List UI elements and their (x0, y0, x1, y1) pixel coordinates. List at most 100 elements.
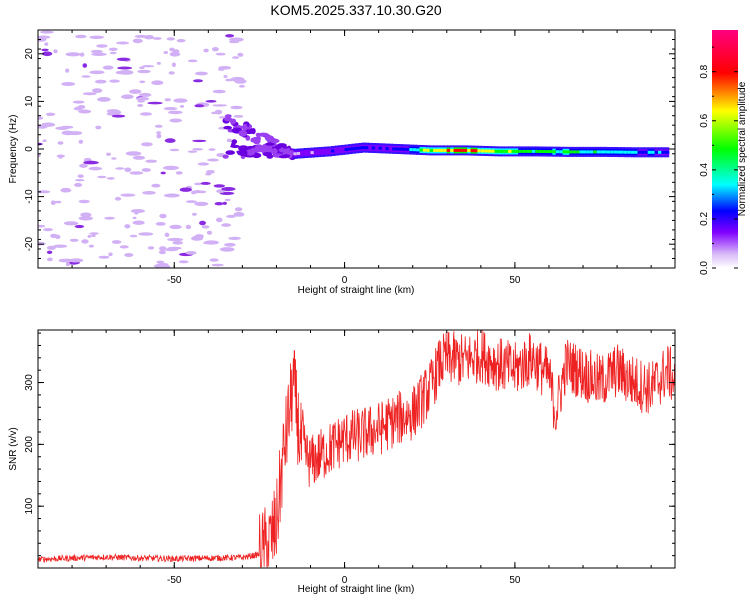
noise-speckle (132, 38, 143, 44)
noise-speckle (209, 258, 219, 262)
noise-speckle (38, 224, 46, 228)
figure-title: KOM5.2025.337.10.30.G20 (270, 2, 441, 18)
noise-speckle (175, 171, 183, 175)
y-tick-label: 0 (24, 146, 35, 152)
signal-band-core (354, 146, 360, 150)
noise-speckle (185, 251, 197, 255)
noise-speckle (194, 182, 202, 186)
transition-cluster (262, 152, 273, 157)
signal-band-core (317, 150, 322, 154)
signal-band-core (630, 150, 636, 154)
y-tick-label: 20 (24, 48, 35, 60)
noise-speckle (203, 240, 219, 245)
signal-band-core (603, 150, 608, 154)
noise-speckle (224, 198, 231, 202)
signal-band-core (344, 148, 349, 151)
noise-speckle (197, 162, 210, 166)
signal-band-core (535, 149, 540, 153)
noise-speckle (63, 221, 79, 226)
noise-speckle (163, 107, 178, 111)
snr-xlabel: Height of straight line (km) (298, 584, 415, 595)
noise-speckle (143, 35, 155, 40)
noise-speckle (156, 133, 162, 139)
signal-band-core (484, 149, 489, 153)
noise-speckle (89, 232, 99, 235)
noise-speckle (191, 212, 197, 216)
noise-speckle (108, 47, 118, 51)
noise-speckle (212, 89, 226, 94)
transition-cluster (242, 123, 248, 131)
noise-speckle (163, 165, 179, 170)
noise-speckle (239, 84, 245, 88)
signal-band-core (348, 147, 353, 151)
colorbar-tick-label: 0.2 (699, 212, 710, 226)
signal-band-core (368, 146, 373, 150)
noise-speckle (132, 220, 145, 225)
noise-speckle (221, 223, 232, 227)
noise-speckle (173, 98, 188, 103)
noise-speckle (65, 68, 70, 73)
signal-band-core (334, 149, 339, 153)
signal-band-core (559, 150, 564, 154)
signal-band-core (497, 149, 503, 153)
noise-speckle (124, 167, 132, 173)
noise-speckle (156, 61, 161, 65)
noise-speckle (232, 56, 240, 59)
noise-speckle (97, 97, 111, 102)
signal-band-core (644, 150, 649, 154)
noise-speckle (96, 44, 108, 48)
noise-speckle (120, 193, 136, 197)
noise-speckle (111, 114, 126, 118)
noise-speckle (58, 154, 63, 159)
snr-panel: -50 0 50 100 200 300 Height of straight line … (8, 329, 676, 595)
signal-band-core (463, 148, 469, 152)
noise-speckle (78, 216, 94, 221)
noise-speckle (185, 200, 197, 204)
snr-line (38, 330, 675, 568)
noise-speckle (50, 233, 58, 238)
signal-band-core (555, 150, 561, 154)
noise-speckle (139, 66, 145, 70)
signal-band-core (658, 150, 663, 154)
signal-band-core (525, 149, 530, 153)
signal-band-core (521, 149, 527, 153)
transition-cluster (238, 130, 248, 137)
noise-speckle (38, 190, 51, 194)
transition-cluster (224, 114, 232, 118)
signal-band-core (405, 147, 411, 151)
noise-speckle (87, 234, 92, 238)
noise-speckle (145, 159, 158, 163)
signal-band-core (511, 149, 516, 153)
noise-speckle (43, 228, 53, 232)
signal-band-core (392, 147, 397, 151)
noise-speckle (216, 189, 225, 194)
signal-band-core (491, 149, 496, 153)
noise-speckle (164, 248, 179, 252)
signal-band-core (487, 149, 492, 153)
noise-speckle (192, 148, 204, 151)
signal-band-core (474, 149, 479, 153)
noise-speckle (129, 89, 142, 94)
noise-speckle (97, 175, 107, 179)
noise-speckle (163, 193, 180, 198)
colorbar-gradient (712, 30, 738, 268)
noise-speckle (234, 79, 243, 82)
signal-band-core (640, 150, 646, 154)
signal-band-core (443, 148, 448, 152)
signal-band-core (365, 146, 370, 150)
noise-speckle (58, 258, 74, 263)
spectrogram-xlabel: Height of straight line (km) (298, 285, 415, 296)
transition-cluster (252, 137, 261, 145)
transition-cluster (257, 132, 269, 137)
noise-speckle (139, 92, 152, 97)
noise-speckle (187, 150, 197, 153)
noise-speckle (61, 82, 76, 86)
noise-speckle (214, 202, 224, 206)
signal-band-core (596, 150, 602, 154)
signal-band-core (358, 146, 363, 150)
noise-speckle (111, 240, 122, 244)
colorbar-tick-label: 0.0 (699, 261, 710, 275)
signal-band-core (623, 150, 629, 154)
noise-speckle (212, 104, 228, 107)
noise-speckle (132, 155, 146, 160)
